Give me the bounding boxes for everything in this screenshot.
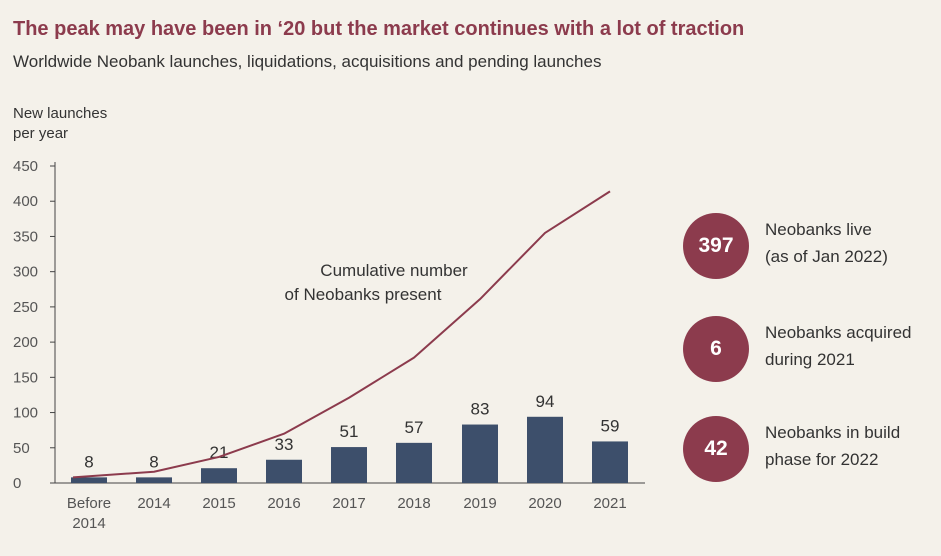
- y-tick-label-100: 100: [13, 405, 38, 422]
- stat-text-pending: Neobanks in build phase for 2022: [765, 419, 900, 473]
- bar-value-label-3: 33: [275, 435, 294, 454]
- bar-1: [136, 477, 172, 483]
- bar-7: [527, 416, 563, 483]
- y-axis-label-line-2: per year: [13, 125, 69, 142]
- stat-acquired-line-1: Neobanks acquired: [765, 323, 912, 342]
- y-tick-label-200: 200: [13, 334, 38, 351]
- y-axis-label: New launches per year: [13, 104, 107, 144]
- y-tick-label-400: 400: [13, 193, 38, 210]
- stat-acquired-line-2: during 2021: [765, 350, 855, 369]
- y-tick-label-300: 300: [13, 264, 38, 281]
- bar-5: [396, 442, 432, 483]
- bar-8: [592, 441, 628, 483]
- x-tick-label-0-0: Before: [67, 495, 111, 512]
- chart-title: The peak may have been in ‘20 but the ma…: [13, 18, 745, 40]
- bar-value-label-5: 57: [405, 418, 424, 437]
- x-tick-label-7-0: 2020: [528, 495, 561, 512]
- bar-0: [71, 477, 107, 483]
- bar-6: [462, 424, 498, 483]
- x-tick-label-1-0: 2014: [137, 495, 170, 512]
- stat-text-acquired: Neobanks acquired during 2021: [765, 319, 911, 373]
- y-tick-label-250: 250: [13, 299, 38, 316]
- stat-live-line-1: Neobanks live: [765, 220, 872, 239]
- y-tick-label-0: 0: [13, 475, 21, 492]
- y-tick-label-450: 450: [13, 158, 38, 175]
- annotation-line-2: of Neobanks present: [285, 285, 442, 304]
- stat-circle-acquired: 6: [683, 316, 749, 382]
- bar-value-label-8: 59: [601, 416, 620, 435]
- bar-3: [266, 459, 302, 483]
- chart-subtitle: Worldwide Neobank launches, liquidations…: [13, 52, 602, 71]
- stat-pending-line-2: phase for 2022: [765, 450, 879, 469]
- x-tick-label-5-0: 2018: [397, 495, 430, 512]
- stat-live-line-2: (as of Jan 2022): [765, 247, 888, 266]
- x-tick-label-8-0: 2021: [593, 495, 626, 512]
- stat-pending-line-1: Neobanks in build: [765, 423, 901, 442]
- x-tick-label-2-0: 2015: [202, 495, 235, 512]
- x-tick-label-6-0: 2019: [463, 495, 496, 512]
- x-tick-label-0-1: 2014: [72, 515, 105, 532]
- annotation-line-1: Cumulative number: [320, 261, 468, 280]
- bar-value-label-1: 8: [149, 452, 158, 471]
- x-tick-label-3-0: 2016: [267, 495, 300, 512]
- bar-2: [201, 468, 237, 483]
- bar-4: [331, 447, 367, 483]
- bar-value-label-6: 83: [471, 400, 490, 419]
- y-axis-label-line-1: New launches: [13, 105, 108, 122]
- stat-circle-pending: 42: [683, 416, 749, 482]
- stat-circle-live: 397: [683, 213, 749, 279]
- y-tick-label-350: 350: [13, 228, 38, 245]
- bar-value-label-4: 51: [340, 422, 359, 441]
- stat-text-live: Neobanks live (as of Jan 2022): [765, 216, 888, 270]
- bar-value-label-0: 8: [84, 452, 93, 471]
- y-tick-label-50: 50: [13, 440, 30, 457]
- x-tick-label-4-0: 2017: [332, 495, 365, 512]
- y-tick-label-150: 150: [13, 369, 38, 386]
- bar-value-label-7: 94: [536, 392, 555, 411]
